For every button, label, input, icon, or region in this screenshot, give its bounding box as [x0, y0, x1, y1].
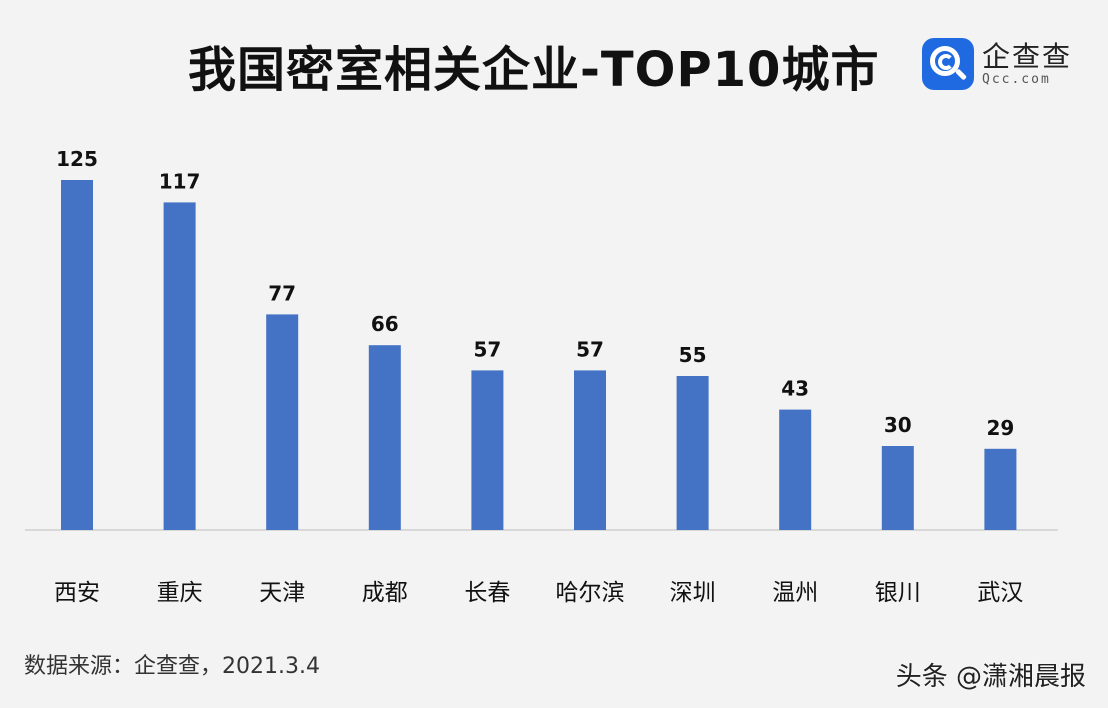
category-label-0: 西安: [54, 580, 100, 606]
category-label-4: 长春: [464, 580, 510, 606]
value-label-0: 125: [56, 147, 98, 171]
category-label-5: 哈尔滨: [556, 580, 625, 606]
value-label-5: 57: [576, 337, 604, 361]
category-label-3: 成都: [362, 580, 408, 606]
bar-2: [266, 314, 299, 530]
bar-9: [984, 448, 1017, 530]
logo-name: 企查查: [982, 39, 1073, 73]
category-label-7: 温州: [772, 580, 818, 606]
bar-3: [368, 345, 401, 530]
bar-5: [574, 370, 606, 530]
data-source-note: 数据来源：企查查，2021.3.4: [24, 654, 320, 679]
category-label-8: 银川: [875, 580, 921, 606]
value-label-3: 66: [371, 312, 399, 336]
bar-8: [881, 446, 914, 530]
bar-6: [676, 376, 709, 530]
logo-domain: Qcc.com: [982, 71, 1051, 87]
value-label-8: 30: [884, 413, 912, 437]
bar-7: [779, 409, 812, 530]
bar-0: [61, 180, 93, 530]
category-label-2: 天津: [259, 580, 305, 606]
brand-logo: 企查查 Qcc.com: [922, 38, 1072, 90]
category-label-6: 深圳: [670, 580, 716, 606]
value-label-2: 77: [268, 281, 296, 305]
chart-title: 我国密室相关企业-TOP10城市: [188, 42, 880, 98]
value-label-7: 43: [781, 377, 809, 401]
watermark: 头条 @潇湘晨报: [895, 662, 1086, 692]
bar-1: [163, 202, 196, 530]
value-label-9: 29: [986, 416, 1014, 440]
magnifier-logo-icon: [922, 38, 974, 90]
value-label-1: 117: [159, 169, 201, 193]
category-label-9: 武汉: [977, 580, 1023, 606]
value-label-4: 57: [473, 337, 501, 361]
category-label-1: 重庆: [157, 580, 203, 606]
bar-4: [471, 370, 504, 530]
value-label-6: 55: [679, 343, 707, 367]
